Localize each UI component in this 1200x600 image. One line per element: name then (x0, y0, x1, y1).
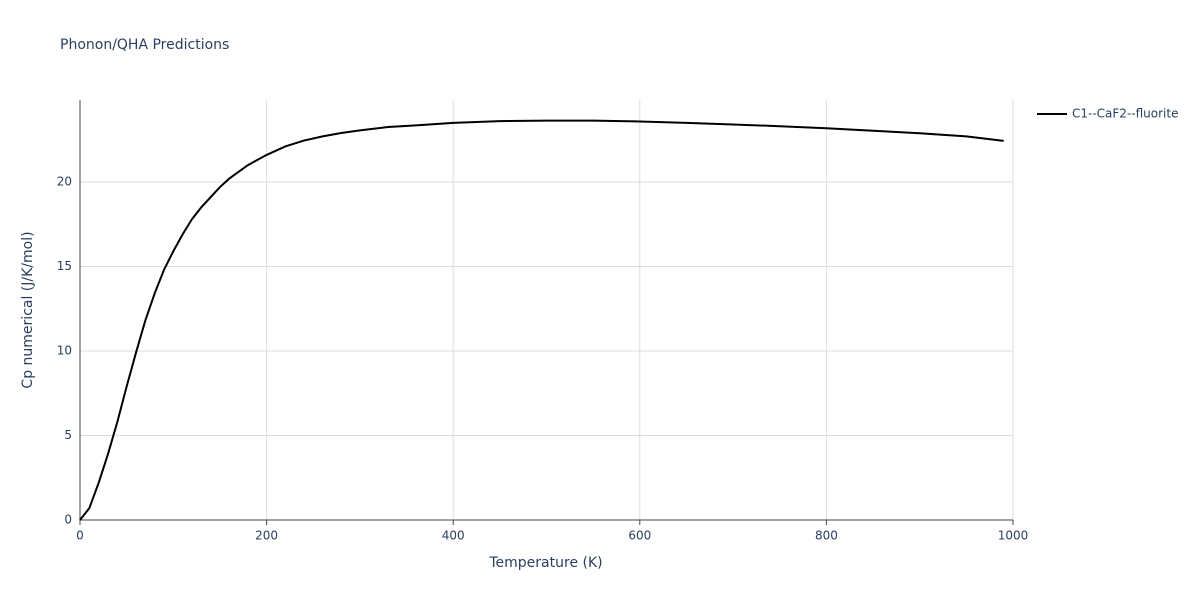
x-tick-label: 0 (76, 529, 84, 543)
x-tick-label: 600 (628, 529, 651, 543)
x-tick-label: 800 (815, 529, 838, 543)
y-axis-title: Cp numerical (J/K/mol) (20, 231, 36, 388)
y-tick-label: 5 (64, 428, 72, 442)
y-tick-label: 20 (57, 174, 72, 188)
x-tick-label: 400 (442, 529, 465, 543)
y-tick-label: 0 (64, 513, 72, 527)
x-axis-title: Temperature (K) (488, 555, 602, 571)
y-tick-label: 15 (57, 259, 72, 273)
y-tick-label: 10 (57, 343, 72, 357)
legend-label: C1--CaF2--fluorite (1072, 107, 1178, 121)
x-tick-label: 1000 (998, 529, 1029, 543)
series-line (79, 119, 1004, 521)
chart-title: Phonon/QHA Predictions (60, 37, 229, 53)
x-tick-label: 200 (255, 529, 278, 543)
